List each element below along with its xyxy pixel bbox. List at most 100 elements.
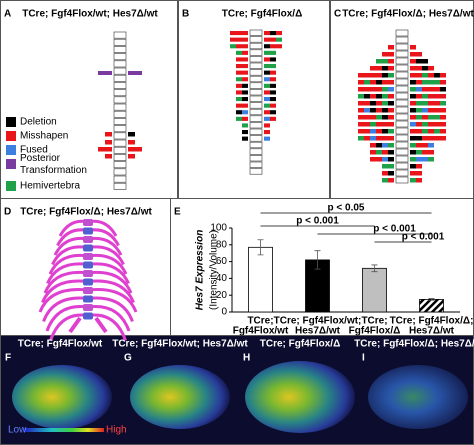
anomaly <box>382 136 388 141</box>
anomaly <box>388 52 394 57</box>
anomaly <box>410 143 416 148</box>
anomaly <box>382 80 388 85</box>
anomaly <box>270 116 276 121</box>
anomaly <box>236 70 242 75</box>
anomaly <box>410 136 416 141</box>
legend-label: Fused <box>20 145 48 156</box>
vertebra <box>249 102 263 109</box>
anomaly <box>422 66 428 71</box>
vertebra <box>113 38 127 46</box>
anomaly <box>410 66 416 71</box>
anomaly <box>376 122 382 127</box>
anomaly <box>270 50 276 55</box>
anomaly <box>428 66 434 71</box>
anomaly <box>270 64 276 69</box>
vertebra <box>395 71 409 79</box>
vertebra <box>395 64 409 72</box>
anomaly <box>382 101 388 106</box>
anomaly <box>428 80 434 85</box>
vertebra <box>395 43 409 51</box>
anomaly <box>370 87 376 92</box>
anomaly <box>242 50 248 55</box>
anomaly <box>428 101 434 106</box>
panel-letter: C <box>334 9 341 20</box>
anomaly <box>236 97 242 102</box>
anomaly <box>434 101 440 106</box>
anomaly <box>434 108 440 113</box>
anomaly <box>410 129 416 134</box>
anomaly <box>264 123 270 128</box>
anomaly <box>264 77 270 82</box>
anomaly <box>128 147 135 152</box>
anomaly <box>376 94 382 99</box>
y-tick-label: 40 <box>216 273 228 284</box>
x-tick-label: TCre; Fgf4Flox/wt; <box>274 316 362 327</box>
anomaly <box>416 171 422 176</box>
vertebra <box>83 270 93 277</box>
anomaly <box>428 87 434 92</box>
vertebra <box>249 115 263 122</box>
bar <box>248 246 273 313</box>
vertebra <box>395 120 409 128</box>
anomaly <box>382 178 388 183</box>
legend-swatch <box>6 145 16 155</box>
vertebra <box>83 236 93 243</box>
anomaly <box>236 50 242 55</box>
vertebra <box>395 127 409 135</box>
anomaly <box>242 44 248 49</box>
vertebra <box>113 96 127 104</box>
panel-letter: H <box>243 353 250 364</box>
anomaly <box>236 83 242 88</box>
anomaly <box>376 115 382 120</box>
rib <box>87 270 133 294</box>
anomaly <box>388 157 394 162</box>
x-tick-label: Hes7Δ/wt <box>295 326 341 337</box>
anomaly <box>382 150 388 155</box>
vertebra <box>113 60 127 68</box>
vertebra <box>249 56 263 63</box>
vertebra <box>83 253 93 260</box>
anomaly <box>388 171 394 176</box>
anomaly <box>236 64 242 69</box>
vertebra <box>113 146 127 154</box>
vertebra <box>113 132 127 140</box>
anomaly <box>270 97 276 102</box>
anomaly <box>422 122 428 127</box>
panel-letter: G <box>124 353 132 364</box>
anomaly <box>242 64 248 69</box>
anomaly <box>376 66 382 71</box>
anomaly <box>434 136 440 141</box>
anomaly <box>382 73 388 78</box>
anomaly <box>242 130 248 135</box>
anomaly <box>236 44 242 49</box>
anomaly <box>422 157 428 162</box>
anomaly <box>236 103 242 108</box>
anomaly <box>358 80 364 85</box>
anomaly <box>264 130 270 135</box>
vertebra <box>113 89 127 97</box>
anomaly <box>422 129 428 134</box>
anomaly <box>416 115 422 120</box>
anomaly <box>236 110 242 115</box>
vertebra <box>249 128 263 135</box>
anomaly <box>416 80 422 85</box>
legend-swatch <box>6 131 16 141</box>
vertebra <box>395 113 409 121</box>
anomaly <box>428 115 434 120</box>
rib <box>42 296 89 323</box>
anomaly <box>236 77 242 82</box>
anomaly <box>236 116 242 121</box>
anomaly <box>270 37 276 42</box>
anomaly <box>416 143 422 148</box>
sig-label: p < 0.001 <box>402 232 445 243</box>
anomaly <box>358 94 364 99</box>
legend-swatch <box>6 117 16 127</box>
anomaly <box>236 31 242 36</box>
anomaly <box>358 108 364 113</box>
vertebra <box>83 261 93 269</box>
vertebra <box>395 148 409 156</box>
anomaly <box>416 129 422 134</box>
vertebra <box>83 227 93 235</box>
anomaly <box>364 136 370 141</box>
